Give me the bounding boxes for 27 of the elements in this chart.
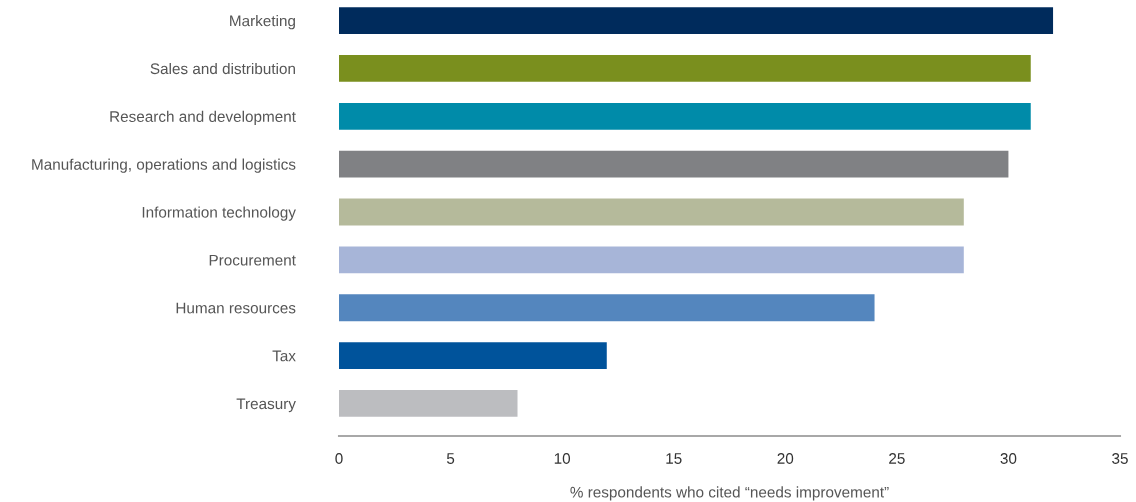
bar <box>339 150 1009 178</box>
x-tick-label: 25 <box>889 453 905 464</box>
bar <box>339 294 875 322</box>
y-tick-label: Procurement <box>209 254 296 266</box>
x-tick-label: 20 <box>777 453 794 464</box>
bar <box>339 246 964 274</box>
x-tick-label: 15 <box>666 453 682 464</box>
x-tick-label: 0 <box>335 453 343 464</box>
y-tick-label: Treasury <box>236 398 296 413</box>
y-tick-label: Tax <box>272 350 296 362</box>
x-tick-label: 35 <box>1112 453 1128 464</box>
x-tick-label: 5 <box>446 453 455 464</box>
bar <box>339 390 518 417</box>
y-tick-label: Marketing <box>230 15 295 30</box>
x-axis-title: % respondents who cited “needs improvement” <box>570 486 889 501</box>
y-tick-label: Human resources <box>176 302 296 314</box>
y-tick-label: Sales and distribution <box>150 62 295 75</box>
bar <box>339 198 964 226</box>
y-tick-label: Manufacturing, operations and logistics <box>32 158 296 173</box>
y-tick-label: Research and development <box>110 110 296 125</box>
bar <box>339 342 607 369</box>
x-tick-label: 10 <box>554 453 571 464</box>
x-tick-label: 30 <box>1000 453 1017 464</box>
bar <box>339 7 1054 34</box>
y-tick-label: Information technology <box>142 206 296 221</box>
bar <box>339 102 1031 130</box>
bar <box>339 55 1031 82</box>
